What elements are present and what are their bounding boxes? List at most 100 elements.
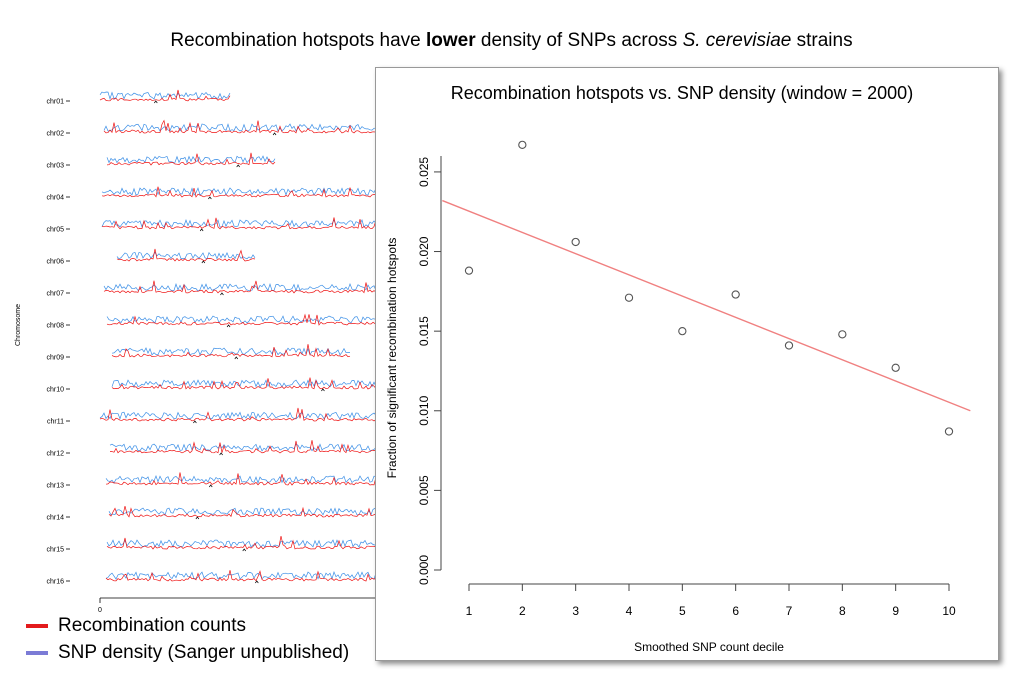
chromosome-label: chr05 bbox=[46, 227, 64, 234]
data-point bbox=[838, 330, 847, 339]
chromosome-label: chr04 bbox=[46, 195, 64, 202]
recombination-trace bbox=[105, 472, 380, 486]
x-axis-label: Smoothed SNP count decile bbox=[634, 640, 784, 654]
snp-density-trace bbox=[111, 347, 351, 356]
data-point bbox=[784, 341, 794, 350]
snp-density-trace bbox=[116, 251, 256, 260]
scatter-title: Recombination hotspots vs. SNP density (… bbox=[451, 83, 913, 103]
chromosome-label: chr02 bbox=[46, 131, 64, 138]
title-part-2: density of SNPs across bbox=[475, 30, 683, 51]
recombination-trace bbox=[111, 377, 380, 390]
data-point bbox=[571, 237, 580, 247]
centromere-marker bbox=[199, 228, 204, 232]
chromosome-label: chr11 bbox=[47, 419, 64, 426]
x-tick-label: 3 bbox=[572, 604, 579, 618]
chromosome-label: chr07 bbox=[46, 291, 64, 298]
snp-density-trace bbox=[101, 187, 380, 196]
snp-density-trace bbox=[106, 315, 380, 324]
recombination-trace bbox=[101, 186, 380, 198]
legend-label-recombination: Recombination counts bbox=[58, 615, 246, 636]
chromosome-label: chr09 bbox=[46, 355, 64, 362]
snp-density-trace bbox=[108, 507, 380, 517]
centromere-marker bbox=[208, 484, 213, 488]
snp-density-trace bbox=[103, 282, 380, 293]
chromosome-label: chr13 bbox=[46, 483, 64, 490]
snp-density-trace bbox=[105, 475, 380, 484]
snp-density-trace bbox=[103, 123, 380, 132]
recombination-trace bbox=[106, 536, 380, 550]
slide-title: Recombination hotspots have lower densit… bbox=[0, 30, 1023, 52]
snp-density-trace bbox=[106, 539, 380, 548]
centromere-marker bbox=[321, 388, 325, 392]
legend-label-snp: SNP density (Sanger unpublished) bbox=[58, 642, 350, 663]
legend-item-snp: SNP density (Sanger unpublished) bbox=[26, 642, 349, 664]
chromosome-label: chr14 bbox=[46, 515, 64, 522]
title-bold: lower bbox=[425, 30, 476, 51]
y-axis-label: Fraction of significant recombination ho… bbox=[385, 238, 399, 479]
regression-line bbox=[442, 199, 971, 412]
y-tick-label: 0.025 bbox=[417, 157, 431, 187]
x-axis-ticks: 1 2 3 4 5 6 7 8 9 10 bbox=[466, 584, 956, 618]
recombination-trace bbox=[109, 440, 380, 454]
data-point bbox=[731, 290, 740, 299]
snp-density-trace bbox=[99, 91, 231, 100]
data-point bbox=[624, 293, 634, 302]
data-point bbox=[518, 140, 527, 150]
centromere-marker bbox=[195, 516, 200, 520]
centromere-marker bbox=[193, 420, 197, 424]
legend-swatch-recombination bbox=[26, 624, 48, 628]
x-tick-label: 10 bbox=[942, 604, 956, 618]
title-italic: S. cerevisiae bbox=[682, 30, 792, 51]
chromosome-rows: chr01 chr02 chr03 chr04 chr05 chr06 chr07 chr08… bbox=[46, 89, 380, 586]
y-tick-label: 0.005 bbox=[417, 475, 431, 505]
data-point bbox=[678, 327, 687, 336]
title-part-1: Recombination hotspots have bbox=[170, 30, 426, 51]
legend-item-recombination: Recombination counts bbox=[26, 615, 246, 637]
chromosome-label: chr10 bbox=[46, 387, 64, 394]
centromere-marker bbox=[242, 548, 247, 552]
centromere-marker bbox=[255, 580, 259, 584]
title-part-3: strains bbox=[791, 30, 853, 51]
scatter-plot: Recombination hotspots vs. SNP density (… bbox=[385, 83, 971, 654]
chromosome-axis-label: Chromosome bbox=[15, 304, 22, 346]
x-tick-label: 7 bbox=[786, 604, 793, 618]
snp-density-trace bbox=[105, 570, 380, 581]
x-tick-label: 9 bbox=[892, 604, 899, 618]
y-tick-label: 0.015 bbox=[417, 316, 431, 346]
recombination-trace bbox=[103, 119, 380, 134]
recombination-trace bbox=[105, 570, 380, 582]
data-point bbox=[944, 427, 954, 436]
recombination-trace bbox=[103, 280, 380, 294]
y-tick-label: 0.010 bbox=[417, 395, 431, 425]
chromosome-label: chr15 bbox=[46, 547, 64, 554]
snp-density-trace bbox=[111, 379, 380, 388]
recombination-trace bbox=[99, 407, 380, 422]
centromere-marker bbox=[220, 292, 224, 296]
y-tick-label: 0.020 bbox=[417, 236, 431, 266]
snp-density-trace bbox=[109, 443, 380, 452]
snp-density-trace bbox=[101, 219, 380, 228]
scatter-plot-panel: Recombination hotspots vs. SNP density (… bbox=[375, 67, 999, 661]
recombination-trace bbox=[101, 217, 380, 230]
recombination-trace bbox=[99, 89, 231, 102]
centromere-marker bbox=[219, 452, 223, 456]
centromere-marker bbox=[201, 260, 206, 264]
recombination-trace bbox=[116, 248, 256, 262]
centromere-marker bbox=[226, 324, 231, 328]
centromere-marker bbox=[208, 196, 212, 200]
chromosome-label: chr06 bbox=[46, 259, 64, 266]
chromosome-label: chr08 bbox=[46, 323, 64, 330]
recombination-trace bbox=[111, 344, 351, 358]
y-axis-ticks: 0.000 0.005 0.010 0.015 0.020 0.025 bbox=[417, 157, 441, 585]
recombination-trace bbox=[106, 313, 380, 326]
centromere-marker bbox=[236, 164, 240, 168]
x-tick-label: 2 bbox=[519, 604, 526, 618]
x-tick-label: 4 bbox=[626, 604, 633, 618]
centromere-marker bbox=[234, 356, 239, 360]
recombination-trace bbox=[106, 152, 276, 166]
recombination-trace bbox=[108, 506, 380, 518]
y-tick-label: 0.000 bbox=[417, 555, 431, 585]
legend-swatch-snp bbox=[26, 651, 48, 655]
snp-density-trace bbox=[106, 155, 276, 164]
chromosome-label: chr01 bbox=[46, 99, 64, 106]
